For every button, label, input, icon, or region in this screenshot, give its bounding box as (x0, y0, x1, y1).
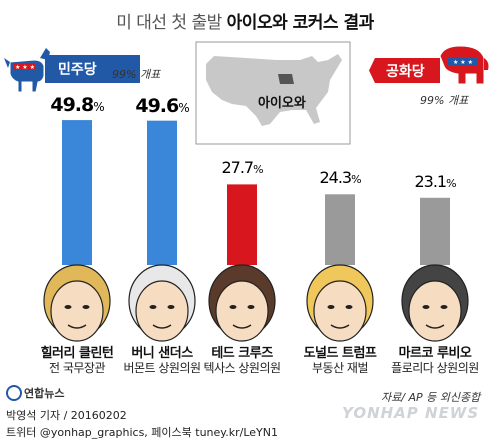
candidate-title-sanders: 버몬트 상원의원 (123, 361, 201, 375)
candidate-name-trump: 도널드 트럼프 (303, 346, 377, 361)
map-label: 아이오와 (258, 96, 306, 111)
watermark: YONHAP NEWS (342, 404, 480, 422)
bar-clinton (62, 120, 92, 265)
byline: 박영석 기자 / 20160202 (6, 409, 127, 422)
candidate-title-trump: 부동산 재벌 (311, 361, 369, 375)
candidate-title-clinton: 전 국무장관 (48, 361, 106, 375)
bar-rubio (420, 197, 450, 265)
portrait-clinton (43, 264, 111, 342)
gop-banner (369, 58, 440, 83)
svg-text:★ ★ ★: ★ ★ ★ (453, 59, 473, 66)
portrait-sanders (128, 264, 196, 342)
candidate-name-rubio: 마르코 루비오 (398, 346, 472, 361)
candidate-name-clinton: 힐러리 클린턴 (40, 346, 114, 361)
value-label-rubio: 23.1% (414, 171, 456, 191)
dem-banner (45, 55, 140, 83)
svg-text:★ ★ ★: ★ ★ ★ (15, 64, 35, 71)
value-label-sanders: 49.6% (135, 94, 189, 117)
value-label-trump: 24.3% (319, 168, 361, 188)
title-main: 아이오와 코커스 결과 (226, 13, 375, 33)
gop-reporting: 99% 개표 (420, 94, 469, 107)
title-prefix: 미 대선 첫 출발 (116, 13, 222, 33)
portrait-cruz (208, 264, 276, 342)
candidate-name-cruz: 테드 크루즈 (211, 346, 273, 361)
source-note: 자료/ AP 등 외신종합 (381, 391, 481, 404)
gop-party-label: 공화당 (386, 64, 425, 80)
dem-party-label: 민주당 (58, 62, 97, 78)
candidate-name-sanders: 버니 샌더스 (131, 346, 193, 361)
value-label-cruz: 27.7% (221, 158, 263, 178)
dem-reporting: 99% 개표 (112, 68, 161, 81)
portrait-trump (306, 264, 374, 342)
us-map (195, 41, 351, 145)
social-links: 트위터 @yonhap_graphics, 페이스북 tuney.kr/LeYN… (6, 426, 278, 439)
candidate-title-cruz: 텍사스 상원의원 (203, 361, 281, 375)
value-label-clinton: 49.8% (50, 94, 104, 117)
iowa-marker (278, 74, 294, 84)
bar-cruz (227, 184, 257, 265)
portrait-rubio (401, 264, 469, 342)
candidate-title-rubio: 플로리다 상원의원 (391, 361, 479, 375)
page-title: 미 대선 첫 출발 아이오와 코커스 결과 (0, 8, 490, 33)
elephant-icon: ★ ★ ★ (439, 45, 489, 85)
bar-trump (325, 194, 355, 265)
yonhap-logo-icon (6, 385, 22, 401)
donkey-icon: ★ ★ ★ (4, 48, 50, 93)
bar-sanders (147, 120, 177, 265)
brand-name: 연합뉴스 (24, 387, 65, 400)
